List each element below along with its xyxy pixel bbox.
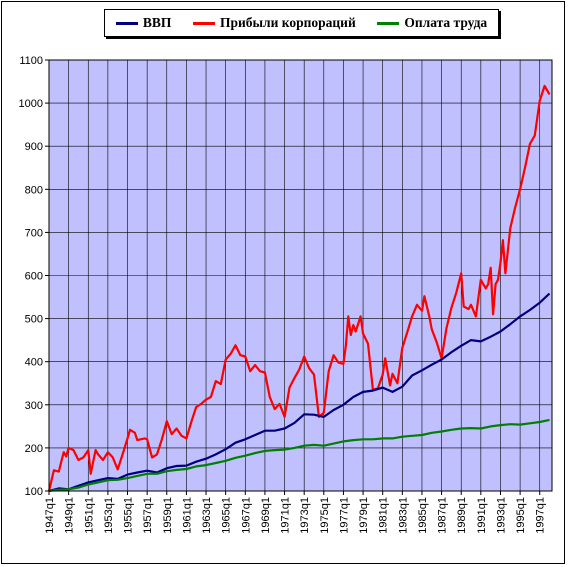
y-tick-label: 1100 [19, 55, 43, 67]
x-tick-label: 1971q1 [280, 497, 292, 534]
y-tick-label: 1000 [19, 98, 43, 110]
x-tick-label: 1991q1 [476, 497, 488, 534]
legend-label-profits: Прибыли корпораций [219, 15, 356, 30]
x-tick-label: 1995q1 [515, 497, 527, 534]
y-tick-label: 600 [25, 271, 43, 283]
x-tick-label: 1985q1 [417, 497, 429, 534]
x-tick-label: 1989q1 [456, 497, 468, 534]
y-tick-label: 100 [25, 486, 43, 498]
x-tick-label: 1983q1 [397, 497, 409, 534]
x-tick-label: 1993q1 [495, 497, 507, 534]
legend-item-wages: Оплата труда [377, 15, 487, 31]
y-tick-label: 900 [25, 141, 43, 153]
x-tick-label: 1967q1 [240, 497, 252, 534]
x-axis-ticks: 1947q1 1949q1 1951q1 1953q1 1955q1 1957q1 1959… [44, 491, 547, 534]
x-tick-label: 1947q1 [44, 497, 56, 534]
x-tick-label: 1981q1 [378, 497, 390, 534]
x-tick-label: 1951q1 [83, 497, 95, 534]
legend-swatch-gdp [115, 21, 138, 25]
series-lines [47, 84, 551, 493]
x-tick-label: 1949q1 [64, 497, 76, 534]
x-tick-label: 1987q1 [437, 497, 449, 534]
x-tick-label: 1997q1 [535, 497, 547, 534]
y-tick-label: 200 [25, 443, 43, 455]
legend-label-wages: Оплата труда [404, 15, 488, 30]
legend-item-gdp: ВВП [115, 15, 172, 31]
x-tick-label: 1965q1 [221, 497, 233, 534]
x-tick-label: 1963q1 [201, 497, 213, 534]
y-tick-label: 800 [25, 184, 43, 196]
y-tick-label: 500 [25, 314, 43, 326]
chart-legend: ВВП Прибыли корпораций Оплата труда [104, 9, 499, 37]
y-tick-label: 300 [25, 400, 43, 412]
x-tick-label: 1961q1 [181, 497, 193, 534]
x-tick-label: 1973q1 [299, 497, 311, 534]
series-line-gdp [48, 292, 551, 493]
y-tick-label: 400 [25, 357, 43, 369]
x-tick-label: 1977q1 [338, 497, 350, 534]
x-tick-label: 1957q1 [142, 497, 154, 534]
y-axis-ticks: 100 200 300 400 500 600 700 800 900 1000 1100 [19, 55, 49, 498]
x-tick-label: 1979q1 [358, 497, 370, 534]
x-tick-label: 1975q1 [319, 497, 331, 534]
x-tick-label: 1955q1 [123, 497, 135, 534]
y-tick-label: 700 [25, 227, 43, 239]
legend-swatch-wages [377, 21, 400, 25]
legend-swatch-profits [192, 21, 215, 25]
x-tick-label: 1953q1 [103, 497, 115, 534]
x-tick-label: 1969q1 [260, 497, 272, 534]
legend-item-profits: Прибыли корпораций [192, 15, 356, 31]
series-line-wages [48, 418, 550, 493]
legend-label-gdp: ВВП [142, 15, 172, 30]
x-tick-label: 1959q1 [162, 497, 174, 534]
